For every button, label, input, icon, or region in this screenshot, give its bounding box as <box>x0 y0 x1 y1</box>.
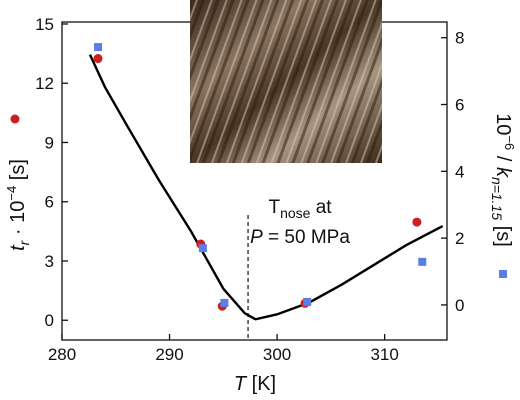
y-label-part: r <box>16 239 32 245</box>
y-tick-label: 15 <box>35 15 54 34</box>
y2-tick-label: 6 <box>455 96 464 115</box>
x-label: T [K] <box>234 373 276 395</box>
y-label: tr · 10−4 [s] <box>4 159 32 251</box>
y-tick-label: 9 <box>45 133 54 152</box>
y2-tick-label: 8 <box>455 29 464 48</box>
point <box>412 217 422 227</box>
y2-label-part: / <box>492 150 514 167</box>
point <box>94 43 103 52</box>
annotation-part: = 50 MPa <box>263 227 351 248</box>
legend-marker <box>499 270 507 278</box>
point <box>220 298 229 307</box>
point <box>93 54 103 64</box>
y-tick-label: 0 <box>45 311 54 330</box>
fit-curve <box>88 54 444 321</box>
point <box>418 257 427 266</box>
y-label-part: · 10 <box>7 201 29 241</box>
y-tick-label: 6 <box>45 193 54 212</box>
y-label-part: t <box>7 244 29 251</box>
y-tick-label: 3 <box>45 252 54 271</box>
legend-marker <box>10 114 20 124</box>
x-tick-label: 280 <box>48 345 76 364</box>
y2-tick-label: 0 <box>455 296 464 315</box>
annotation: P = 50 MPa <box>250 227 350 248</box>
x-label-part: T <box>234 373 248 395</box>
y-label-part: −4 <box>4 186 19 201</box>
y2-label-part: k <box>492 167 514 178</box>
y2-tick-label: 4 <box>455 162 464 181</box>
annotation-part: at <box>310 197 332 218</box>
inset-photo <box>190 0 382 163</box>
y2-label-part: n=1.15 <box>489 177 505 220</box>
y-tick-label: 12 <box>35 74 54 93</box>
x-tick-label: 300 <box>263 345 291 364</box>
y2-label-part: 10 <box>492 113 514 135</box>
y-label-part: [s] <box>7 159 29 186</box>
x-tick-label: 290 <box>155 345 183 364</box>
y2-label-part: [s] <box>492 220 514 247</box>
y2-label: 10−6 / kn=1.15 [s] <box>489 113 517 247</box>
annotation-part: T <box>268 197 280 218</box>
annotation-part: nose <box>280 205 311 221</box>
point <box>303 297 312 306</box>
y2-label-part: −6 <box>502 135 517 150</box>
annotation: Tnose at <box>268 197 332 221</box>
y2-tick-label: 2 <box>455 229 464 248</box>
x-tick-label: 310 <box>370 345 398 364</box>
x-label-part: [K] <box>246 373 276 395</box>
annotation-part: P <box>250 227 263 248</box>
point <box>198 244 207 253</box>
